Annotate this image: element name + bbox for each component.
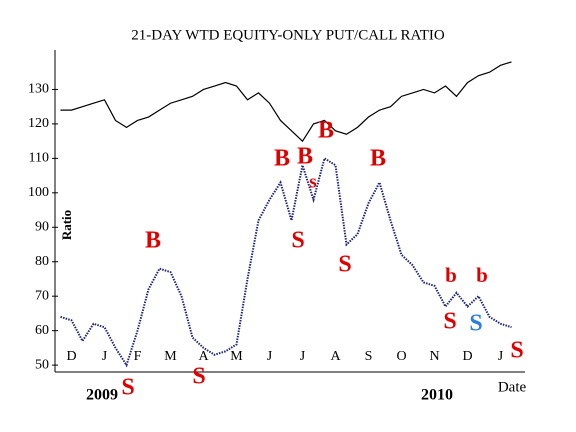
x-axis-label: Date [498,379,527,395]
y-tick-label: 70 [35,288,49,303]
y-axis-label: Ratio [59,210,74,240]
year-label: 2010 [421,387,453,404]
annotation: S [192,364,205,390]
x-tick-label: A [198,349,209,364]
y-tick-label: 100 [28,185,49,200]
x-tick-label: M [230,349,243,364]
annotation: B [318,118,334,144]
chart-title: 21-DAY WTD EQUITY-ONLY PUT/CALL RATIO [131,27,445,43]
annotation: S [291,228,304,254]
annotation: S [443,309,456,335]
y-tick-label: 60 [35,323,49,338]
x-tick-label: D [462,349,472,364]
annotation: S [338,252,351,278]
series-line [60,61,512,143]
annotation: S [469,311,482,337]
x-tick-label: A [330,349,341,364]
y-tick-label: 80 [35,254,49,269]
annotation: s [309,171,316,192]
x-tick-label: S [365,349,373,364]
x-tick-label: M [164,349,177,364]
annotation: B [297,144,313,170]
annotation: B [145,228,161,254]
x-tick-label: O [396,349,406,364]
y-tick-label: 110 [29,151,49,166]
x-tick-label: J [300,349,306,364]
y-tick-label: 90 [35,220,49,235]
series-line [60,156,512,368]
x-tick-label: J [498,349,504,364]
annotation: S [510,338,523,364]
x-tick-label: D [66,349,76,364]
y-tick-label: 120 [28,116,49,131]
x-tick-label: J [267,349,273,364]
x-tick-label: J [102,349,108,364]
annotation: B [274,146,290,172]
annotation: b [476,263,488,287]
annotation: S [121,375,134,401]
x-tick-label: F [134,349,142,364]
annotation: b [445,263,457,287]
y-tick-label: 50 [35,357,49,372]
x-tick-label: N [429,349,439,364]
year-label: 2009 [86,387,118,404]
y-tick-label: 130 [28,82,49,97]
annotation: B [370,146,386,172]
